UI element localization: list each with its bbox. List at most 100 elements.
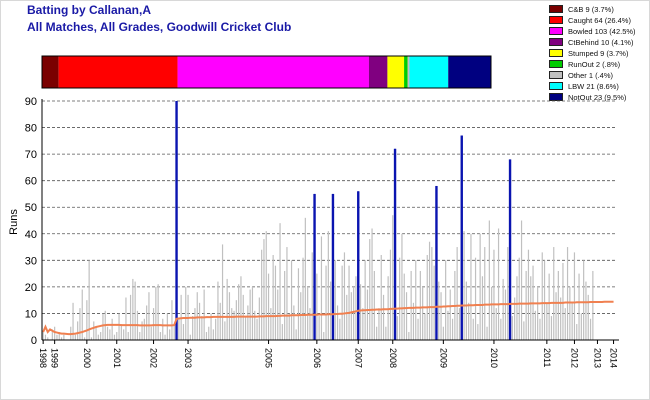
innings-bar [233,310,235,340]
innings-bar [318,316,320,340]
innings-bar [366,289,369,340]
innings-bar [440,292,442,340]
innings-bar [350,292,352,340]
innings-bar [385,326,387,340]
innings-bar [527,249,530,340]
innings-bar [118,313,120,340]
innings-bar [325,265,327,340]
innings-bar [458,308,461,340]
gridlines: 0 10 20 30 40 50 60 70 80 90 [25,96,617,347]
innings-bar [578,273,580,340]
x-tick-label: 2006 [312,348,322,368]
innings-bar [102,313,104,340]
innings-bar [129,294,132,340]
innings-bar [382,294,385,340]
legend-label: CtBehind 10 (4.1%) [568,37,634,47]
innings-bar [555,292,557,340]
innings-bar [428,241,431,340]
innings-bar [422,286,424,340]
innings-bar [373,270,375,340]
innings-bar [348,265,350,340]
legend-label: RunOut 2 (.8%) [568,59,621,69]
highlight-innings-bar [508,159,512,340]
innings-bar [323,332,325,340]
innings-bar [355,276,357,340]
x-tick-label: 2014 [609,348,619,368]
innings-bar [481,276,484,340]
innings-bar [415,260,417,340]
innings-bar [182,324,185,340]
innings-bar [560,297,562,340]
legend-item: CtBehind 10 (4.1%) [549,37,636,47]
innings-bar [148,292,150,340]
innings-bar [111,318,113,340]
innings-bar [553,247,555,340]
innings-bar [408,332,410,340]
innings-bar [514,297,516,340]
innings-bar [47,337,49,340]
innings-bar [95,326,97,340]
dismissal-bar-border [41,55,492,89]
innings-bar [205,332,208,340]
innings-bar [537,286,539,340]
innings-bar [290,260,293,340]
innings-bar [449,289,451,340]
innings-bar [369,239,371,340]
innings-bar [274,265,277,340]
chart-title: Batting by Callanan,A [27,3,152,17]
legend-swatch [549,71,563,79]
innings-bar [364,260,366,340]
innings-bar [270,308,272,340]
dismissal-segment [42,56,59,88]
innings-bar [152,308,155,340]
innings-bar [502,278,504,340]
innings-bar [288,313,290,340]
innings-bar [497,228,500,340]
innings-bar [392,215,394,340]
innings-bar [539,318,541,340]
legend-swatch [549,5,563,13]
y-tick-label: 50 [25,202,37,214]
y-tick-label: 30 [25,255,37,267]
y-tick-label: 60 [25,176,37,188]
innings-bar [304,217,306,340]
innings-bar [178,318,180,340]
innings-bar [359,284,362,340]
innings-bar [550,316,553,340]
innings-bar [417,318,419,340]
innings-bar [166,313,168,340]
innings-bar [210,313,212,340]
y-tick-label: 70 [25,149,37,161]
average-series-line [42,300,614,336]
innings-bar [488,220,490,340]
innings-bar [132,278,134,340]
innings-bar [189,334,191,340]
innings-bar [72,302,74,340]
innings-bar [309,308,311,340]
legend: C&B 9 (3.7%) Caught 64 (26.4%) Bowled 103 … [549,4,636,103]
innings-bar [433,265,435,340]
highlight-innings-bar [435,185,438,340]
innings-bar [583,260,585,340]
innings-bar [587,294,589,340]
innings-bar [272,255,274,340]
innings-bar [302,257,304,340]
innings-bar [281,324,283,340]
innings-bar [77,321,79,340]
average-line [42,300,614,336]
legend-item: LBW 21 (8.6%) [549,81,636,91]
innings-bar [254,310,256,340]
innings-bar [431,247,433,340]
innings-bar [396,316,398,340]
innings-bar [109,329,111,340]
innings-bar [240,276,242,340]
legend-item: Caught 64 (26.4%) [549,15,636,25]
innings-bar [157,284,159,340]
dismissal-segment [409,56,449,88]
dismissal-breakdown-bar [41,55,492,89]
legend-swatch [549,27,563,35]
x-tick-label: 2008 [388,348,398,368]
innings-bar [412,302,415,340]
innings-bar [589,318,592,340]
